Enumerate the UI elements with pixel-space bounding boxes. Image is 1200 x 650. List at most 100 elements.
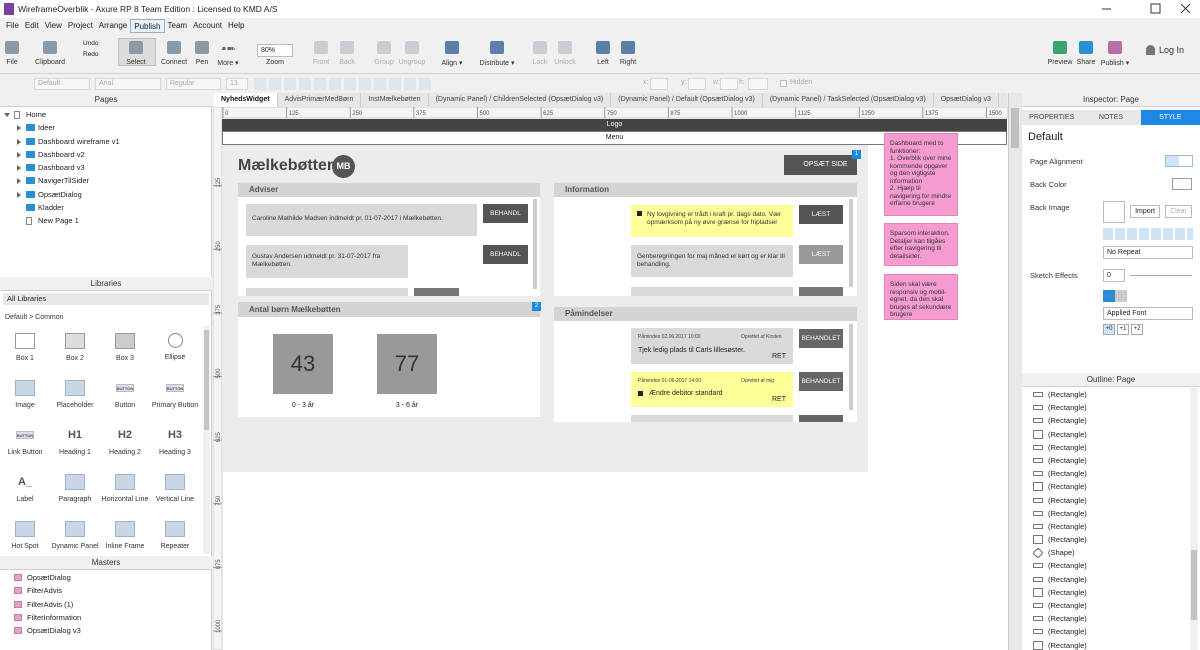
document-tab[interactable]: AdvisPrimærMedBørn bbox=[277, 93, 362, 107]
menu-item[interactable]: Arrange bbox=[98, 21, 128, 30]
page-item[interactable]: Dashboard v3 bbox=[0, 161, 210, 174]
toolbar-label[interactable]: Undo bbox=[83, 40, 99, 47]
toolbar-label[interactable]: Align ▾ bbox=[441, 60, 463, 67]
widget-label[interactable]: Button bbox=[114, 402, 136, 409]
outline-item[interactable]: (Rectangle) bbox=[1030, 467, 1190, 480]
page-name[interactable]: Dashboard wireframe v1 bbox=[38, 136, 120, 146]
widget[interactable]: Hot Spot bbox=[0, 514, 50, 561]
expander[interactable] bbox=[17, 191, 21, 198]
widget[interactable]: BUTTON Link Button bbox=[0, 420, 50, 467]
format-buttons[interactable] bbox=[254, 78, 434, 90]
page-name[interactable]: Home bbox=[26, 110, 47, 119]
image-preview[interactable] bbox=[1103, 201, 1125, 223]
widget[interactable]: BUTTON Primary Button bbox=[150, 373, 200, 420]
toolbar-label[interactable]: Select bbox=[126, 59, 146, 66]
menu-item[interactable]: Edit bbox=[24, 21, 39, 30]
font-step[interactable]: +0 bbox=[1103, 324, 1115, 335]
menu-item[interactable]: Publish bbox=[130, 19, 165, 33]
outline-item[interactable]: (Rectangle) bbox=[1030, 586, 1190, 599]
outline-item[interactable]: (Rectangle) bbox=[1030, 599, 1190, 612]
toolbar-label[interactable]: Zoom bbox=[266, 59, 284, 66]
page-item[interactable]: New Page 1 bbox=[0, 214, 210, 227]
menu-item[interactable]: Account bbox=[193, 21, 222, 30]
widget[interactable]: A_ Label bbox=[0, 467, 50, 514]
color-picker[interactable] bbox=[1172, 178, 1192, 190]
document-tab[interactable]: NyhedsWidget bbox=[214, 93, 278, 107]
inspector-tab[interactable]: PROPERTIES bbox=[1029, 114, 1075, 121]
master-item[interactable]: FilterAdvis bbox=[0, 584, 210, 597]
document-tab[interactable]: InstMælkebøtten bbox=[361, 93, 429, 107]
outline-name[interactable]: (Rectangle) bbox=[1048, 469, 1087, 479]
canvas-scrollbar[interactable] bbox=[1008, 93, 1022, 650]
outline-item[interactable]: (Rectangle) bbox=[1030, 612, 1190, 625]
document-tab[interactable]: (Dynamic Panel) / ChildrenSelected (Opsæ… bbox=[428, 93, 612, 107]
widget-label[interactable]: Ellipse bbox=[164, 354, 186, 361]
widget[interactable]: Box 1 bbox=[0, 326, 50, 373]
toolbar-label[interactable]: Front bbox=[312, 59, 330, 66]
widget-label[interactable]: Vertical Line bbox=[155, 496, 195, 503]
widget-label[interactable]: Heading 2 bbox=[109, 449, 141, 456]
font-step[interactable]: +1 bbox=[1117, 324, 1129, 335]
widget-label[interactable]: Placeholder bbox=[56, 402, 94, 409]
outline-name[interactable]: (Rectangle) bbox=[1048, 495, 1087, 505]
widget-label[interactable]: Repeater bbox=[160, 543, 190, 550]
scrollbar[interactable] bbox=[203, 326, 210, 554]
toolbar-label[interactable]: Back bbox=[339, 59, 355, 66]
h-input[interactable] bbox=[748, 78, 768, 90]
outline-item[interactable]: (Rectangle) bbox=[1030, 639, 1190, 650]
library-group[interactable]: Default > Common bbox=[5, 314, 64, 321]
outline-item[interactable]: (Rectangle) bbox=[1030, 441, 1190, 454]
widget-label[interactable]: Image bbox=[15, 402, 35, 409]
widget-label[interactable]: Inline Frame bbox=[105, 543, 145, 550]
master-name[interactable]: OpsætDialog v3 bbox=[27, 626, 81, 636]
expander[interactable] bbox=[4, 113, 10, 117]
outline-name[interactable]: (Rectangle) bbox=[1048, 403, 1087, 413]
widget-label[interactable]: Box 3 bbox=[116, 355, 134, 362]
outline-name[interactable]: (Rectangle) bbox=[1048, 587, 1087, 597]
clear-button[interactable]: Clear bbox=[1165, 205, 1192, 218]
page-name[interactable]: Kladder bbox=[38, 203, 64, 213]
outline-name[interactable]: (Rectangle) bbox=[1048, 627, 1087, 637]
font-select[interactable]: Applied Font bbox=[1103, 307, 1193, 320]
window-controls[interactable] bbox=[1095, 0, 1200, 18]
expander[interactable] bbox=[17, 125, 21, 132]
outline-name[interactable]: (Rectangle) bbox=[1048, 455, 1087, 465]
page-name[interactable]: Ideer bbox=[38, 123, 56, 133]
master-name[interactable]: FilterInformation bbox=[27, 612, 82, 622]
toolbar-label[interactable]: Ungroup bbox=[398, 59, 426, 66]
page-item[interactable]: Kladder bbox=[0, 201, 210, 214]
outline-item[interactable]: (Rectangle) bbox=[1030, 573, 1190, 586]
image-align-buttons[interactable] bbox=[1103, 228, 1193, 240]
menu-item[interactable]: View bbox=[44, 21, 62, 30]
expander[interactable] bbox=[17, 151, 21, 158]
toolbar-label[interactable]: Pen bbox=[195, 59, 209, 66]
widget[interactable]: H2 Heading 2 bbox=[100, 420, 150, 467]
widget-label[interactable]: Paragraph bbox=[58, 496, 92, 503]
outline-item[interactable]: (Rectangle) bbox=[1030, 454, 1190, 467]
outline-name[interactable]: (Rectangle) bbox=[1048, 574, 1087, 584]
scroll-thumb[interactable] bbox=[1011, 108, 1019, 148]
outline-item[interactable]: (Rectangle) bbox=[1030, 414, 1190, 427]
page-item[interactable]: Dashboard wireframe v1 bbox=[0, 135, 210, 148]
outline-name[interactable]: (Shape) bbox=[1048, 548, 1075, 558]
page-item[interactable]: NavigerTilSider bbox=[0, 174, 210, 187]
master-item[interactable]: FilterAdvis (1) bbox=[0, 598, 210, 611]
outline-item[interactable]: (Rectangle) bbox=[1030, 388, 1190, 401]
widget-label[interactable]: Link Button bbox=[7, 449, 43, 456]
toolbar-label[interactable]: Lock bbox=[532, 59, 548, 66]
outline-item[interactable]: (Rectangle) bbox=[1030, 625, 1190, 638]
y-input[interactable] bbox=[688, 78, 706, 90]
x-input[interactable] bbox=[650, 78, 668, 90]
master-item[interactable]: FilterInformation bbox=[0, 611, 210, 624]
outline-name[interactable]: (Rectangle) bbox=[1048, 416, 1087, 426]
outline-name[interactable]: (Rectangle) bbox=[1048, 442, 1087, 452]
document-tab[interactable]: OpsætDialog v3 bbox=[933, 93, 999, 107]
toolbar-label[interactable]: Right bbox=[619, 59, 637, 66]
toolbar-label[interactable]: Group bbox=[374, 59, 394, 66]
outline-name[interactable]: (Rectangle) bbox=[1048, 508, 1087, 518]
library-select[interactable]: All Libraries bbox=[3, 293, 209, 305]
menu-item[interactable]: Help bbox=[227, 21, 245, 30]
outline-item[interactable]: (Rectangle) bbox=[1030, 520, 1190, 533]
outline-name[interactable]: (Rectangle) bbox=[1048, 614, 1087, 624]
widget-label[interactable]: Heading 3 bbox=[159, 449, 191, 456]
